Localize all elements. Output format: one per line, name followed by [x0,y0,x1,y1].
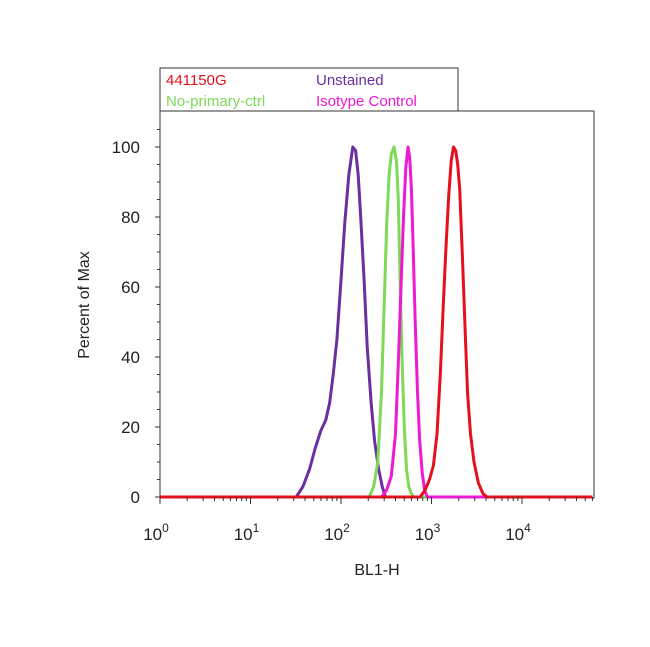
legend-entry-unstained: Unstained [316,72,384,89]
y-tick-label: 80 [121,208,140,227]
series-layer [160,145,593,499]
legend-entry-441150g: 441150G [166,72,227,89]
y-tick-label: 0 [131,488,140,507]
x-axis-title: BL1-H [354,562,399,579]
x-tick-label: 101 [234,521,260,544]
series-line-441150g [160,145,593,499]
legend-entry-no-primary-ctrl: No-primary-ctrl [166,93,265,110]
series-line-unstained [160,145,593,499]
x-tick-label: 102 [324,521,350,544]
y-tick-label: 60 [121,278,140,297]
y-tick-label: 40 [121,348,140,367]
series-line-no-primary-ctrl [160,145,593,499]
series-line-isotype-control [160,145,593,499]
plot-frame [159,110,595,499]
legend-box [159,67,459,112]
x-tick-label: 100 [143,521,169,544]
y-tick-label: 100 [112,138,140,157]
y-axis-title: Percent of Max [76,251,93,359]
legend: 441150G Unstained No-primary-ctrl Isotyp… [159,67,459,112]
x-tick-label: 103 [415,521,441,544]
axis-ticks: 0 20 40 60 80 100 100 101 102 103 104 [112,129,593,544]
legend-entry-isotype-control: Isotype Control [316,93,417,110]
x-tick-label: 104 [505,521,531,544]
y-tick-label: 20 [121,418,140,437]
